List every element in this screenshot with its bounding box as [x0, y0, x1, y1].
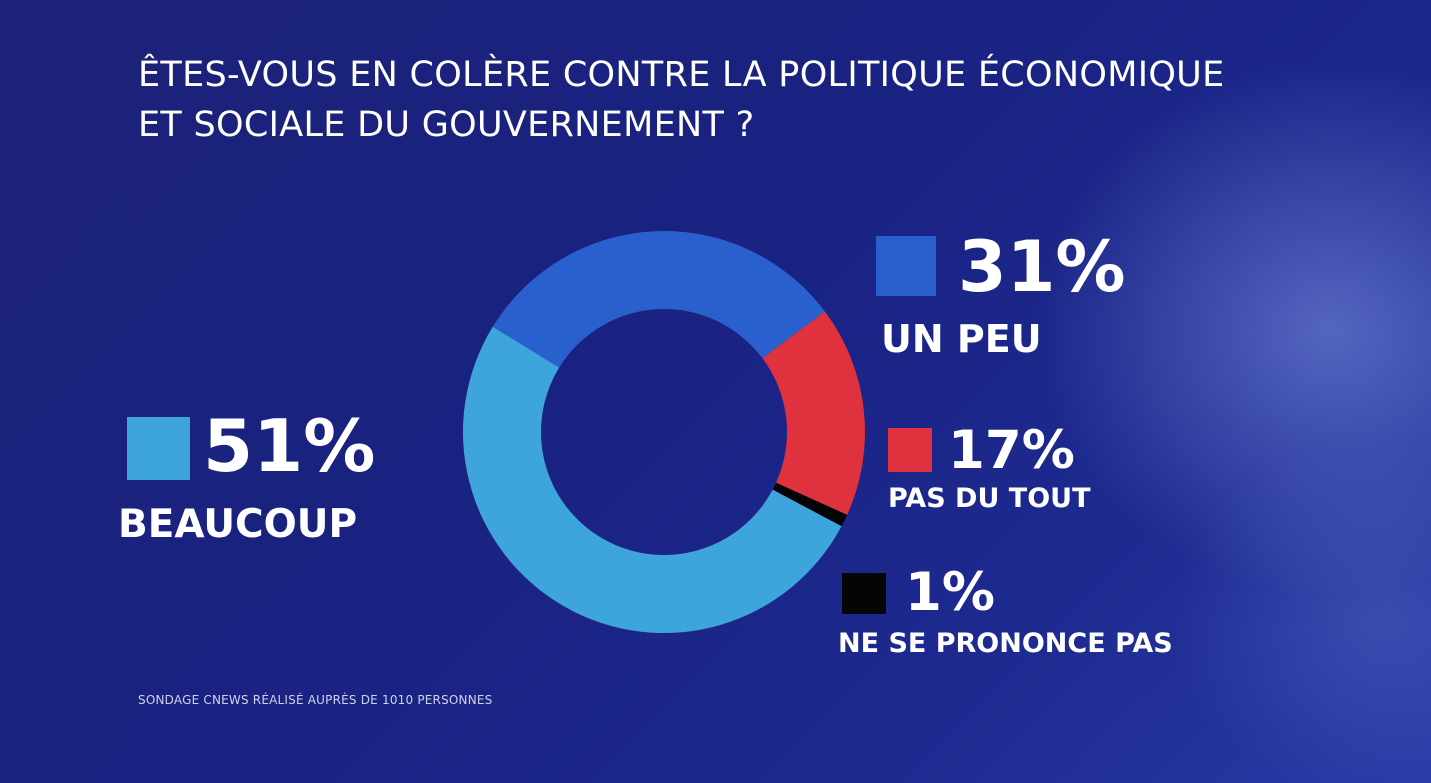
donut-slice-un-peu: [492, 231, 825, 368]
chart-title-line-2: ET SOCIALE DU GOUVERNEMENT ?: [138, 105, 755, 145]
donut-slice-ne-se-prononce-pas: [772, 482, 848, 527]
legend-label-pas-du-tout: PAS DU TOUT: [888, 483, 1091, 514]
chart-title: ÊTES-VOUS EN COLÈRE CONTRE LA POLITIQUE …: [138, 50, 1358, 150]
legend-swatch-un-peu: [876, 236, 936, 296]
legend-swatch-ne-se-prononce-pas: [842, 573, 886, 614]
legend-value-pas-du-tout: 17%: [948, 420, 1075, 481]
legend-label-ne-se-prononce-pas: NE SE PRONONCE PAS: [838, 628, 1173, 659]
donut-slice-beaucoup: [462, 326, 842, 634]
legend-value-ne-se-prononce-pas: 1%: [905, 562, 995, 623]
source-footnote: SONDAGE CNEWS RÉALISÉ AUPRÈS DE 1010 PER…: [138, 693, 493, 707]
chart-title-line-1: ÊTES-VOUS EN COLÈRE CONTRE LA POLITIQUE …: [138, 55, 1225, 95]
legend-label-beaucoup: BEAUCOUP: [118, 502, 358, 547]
donut-slice-pas-du-tout: [762, 311, 865, 515]
legend-label-un-peu: UN PEU: [881, 317, 1042, 361]
legend-value-beaucoup: 51%: [203, 404, 376, 488]
legend-value-un-peu: 31%: [958, 226, 1126, 308]
legend-swatch-pas-du-tout: [888, 428, 932, 472]
legend-swatch-beaucoup: [127, 417, 190, 480]
